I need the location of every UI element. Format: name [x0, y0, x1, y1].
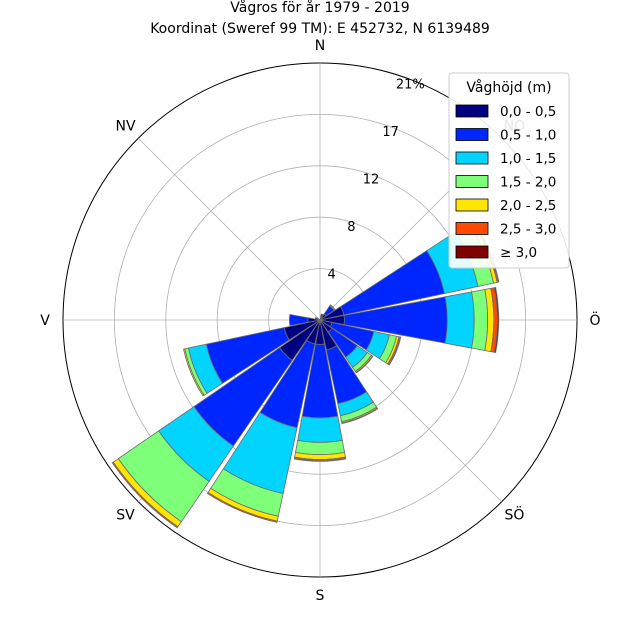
- radial-tick-label-3: 17: [382, 125, 399, 140]
- legend-items: 0,0 - 0,5 0,5 - 1,0 1,0 - 1,5 1,5 - 2,0 2,0 …: [455, 104, 556, 261]
- legend-swatch-5: [455, 222, 489, 235]
- legend-label-0: 0,0 - 0,5: [500, 104, 556, 120]
- bar-segment-s4-b6: [494, 286, 500, 354]
- direction-label-4: S: [316, 588, 325, 604]
- chart-subtitle: Koordinat (Sweref 99 TM): E 452732, N 61…: [150, 21, 490, 37]
- legend-swatch-4: [455, 198, 489, 212]
- bar-segment-s10-b5: [111, 461, 179, 529]
- bar-segment-s2-b2: [329, 304, 336, 311]
- direction-label-2: Ö: [589, 311, 600, 329]
- bar-segment-s12-b1: [289, 313, 309, 327]
- legend-label-2: 1,0 - 1,5: [500, 151, 556, 167]
- bar-segment-s11-b4: [183, 348, 205, 397]
- legend-label-5: 2,5 - 3,0: [500, 222, 556, 238]
- direction-label-3: SÖ: [505, 505, 525, 523]
- direction-label-0: N: [315, 38, 325, 54]
- bar-segment-s9-b5: [206, 491, 278, 523]
- legend-swatch-3: [455, 175, 489, 188]
- bar-segment-s4-b3: [471, 288, 489, 352]
- legend-title: Våghöjd (m): [466, 79, 551, 96]
- legend: Våghöjd (m) 0,0 - 0,5 0,5 - 1,0 1,0 - 1,5 1…: [448, 72, 570, 269]
- radial-tick-label-2: 12: [363, 173, 380, 188]
- bar-segment-s4-b2: [444, 291, 475, 349]
- bar-segment-s6-b5: [355, 355, 374, 374]
- bar-segment-s7-b5: [341, 407, 379, 425]
- legend-swatch-1: [455, 128, 489, 141]
- legend-label-4: 2,0 - 2,5: [500, 198, 556, 214]
- rose-bars: [111, 219, 500, 529]
- direction-label-7: NV: [116, 119, 136, 135]
- radial-tick-label-4: 21%: [396, 78, 425, 93]
- direction-label-6: V: [40, 313, 50, 329]
- chart-title: Vågros för år 1979 - 2019: [230, 0, 409, 16]
- legend-box: [448, 72, 570, 269]
- radial-tick-labels: 4 8 12 17 21%: [328, 78, 425, 283]
- legend-swatch-0: [455, 104, 489, 118]
- direction-label-5: SV: [116, 507, 135, 523]
- radial-tick-label-1: 8: [347, 220, 355, 235]
- legend-label-6: ≥ 3,0: [500, 245, 537, 261]
- bar-segment-s8-b6: [293, 457, 347, 462]
- bar-segment-s5-b6: [388, 336, 402, 366]
- legend-swatch-6: [455, 245, 489, 259]
- bar-segment-s13-b1: [314, 316, 318, 320]
- bar-segment-s8-b3: [295, 439, 345, 456]
- legend-swatch-2: [455, 151, 489, 165]
- legend-label-3: 1,5 - 2,0: [500, 175, 556, 191]
- grid-spoke-7: [137, 137, 321, 321]
- legend-label-1: 0,5 - 1,0: [500, 128, 556, 144]
- radial-tick-label-0: 4: [328, 268, 336, 283]
- bar-segment-s8-b2: [297, 415, 343, 443]
